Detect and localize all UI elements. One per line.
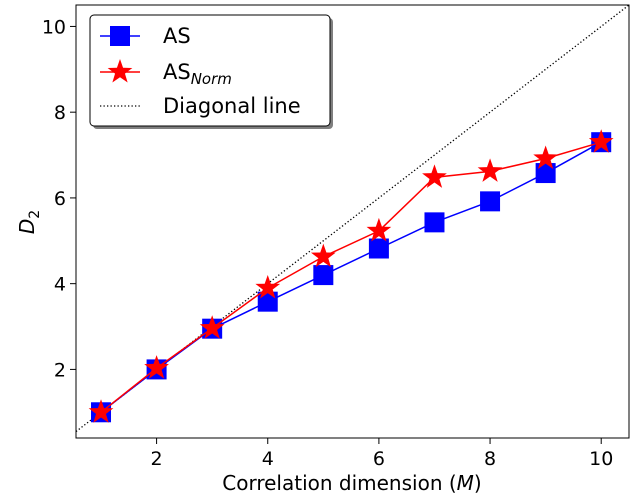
legend-marker-square [110, 26, 130, 46]
series-1-point [588, 129, 614, 153]
legend-entry-as-norm: ASNorm [100, 59, 232, 88]
legend-label-as-norm: ASNorm [163, 60, 232, 88]
y-axis-label: D2 [15, 210, 43, 234]
series-1-point [199, 315, 225, 339]
y-tick-label: 10 [42, 16, 66, 38]
x-tick-label: 10 [589, 448, 613, 470]
y-ticks: 2 4 6 8 10 [42, 16, 76, 381]
series-0-point [313, 265, 334, 286]
legend: AS ASNorm Diagonal line [89, 14, 333, 129]
series-1-point [255, 274, 281, 299]
y-tick-label: 6 [54, 188, 66, 210]
x-tick-label: 4 [262, 448, 274, 470]
legend-entry-as: AS [100, 24, 191, 48]
x-ticks: 2 4 6 8 10 [151, 438, 613, 470]
y-tick-label: 2 [54, 359, 66, 381]
series-1-point [366, 217, 392, 242]
series-1-point [533, 145, 558, 169]
x-tick-label: 2 [151, 448, 163, 470]
legend-entry-diagonal: Diagonal line [100, 94, 301, 118]
x-axis-label: Correlation dimension (M) [222, 471, 481, 495]
y-tick-label: 4 [54, 274, 66, 296]
legend-box [89, 14, 331, 127]
legend-marker-star [107, 59, 133, 83]
plot-frame [75, 4, 630, 439]
x-tick-label: 8 [484, 448, 496, 470]
series-0-point [535, 163, 556, 184]
series-0-point [368, 238, 389, 259]
series-1-line [100, 141, 602, 413]
series-1-point [88, 399, 114, 423]
series-1-point [144, 355, 169, 379]
legend-label-as: AS [163, 24, 191, 48]
series-1-point [477, 158, 503, 182]
series-1-point [310, 243, 336, 268]
series-1-point [422, 164, 447, 188]
series-layer [88, 129, 614, 423]
y-tick-label: 8 [54, 102, 66, 124]
series-0-point [480, 191, 501, 212]
series-0-point [257, 291, 278, 312]
series-0-point [424, 212, 445, 233]
series-0-line [100, 141, 602, 413]
x-tick-label: 6 [373, 448, 385, 470]
legend-label-diagonal: Diagonal line [163, 94, 301, 118]
